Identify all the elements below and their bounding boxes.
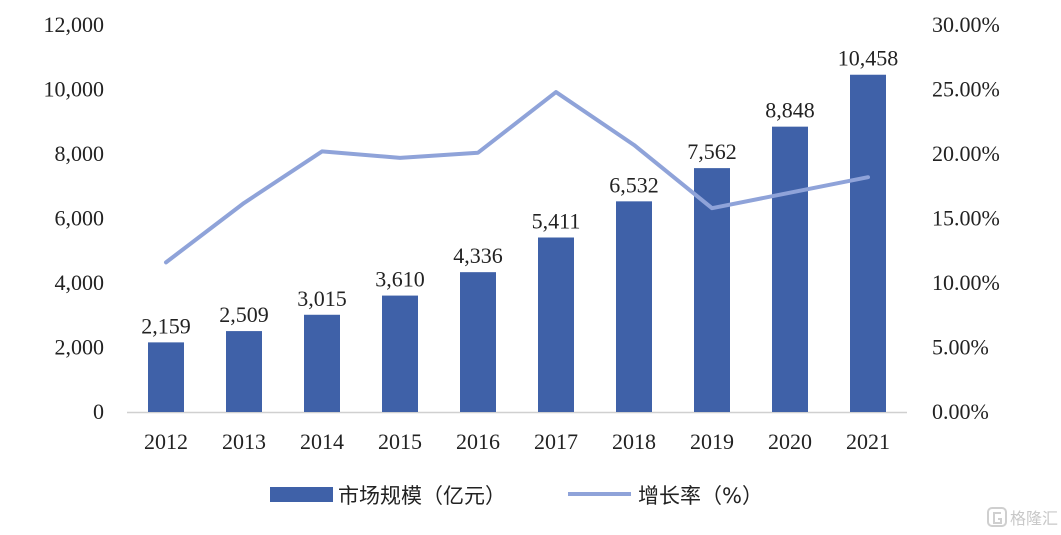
x-axis-tick-label: 2021 <box>846 429 890 454</box>
x-axis-tick-label: 2015 <box>378 429 422 454</box>
bar-2016 <box>460 272 496 412</box>
bar-2018 <box>616 201 652 412</box>
bar-2014 <box>304 314 340 412</box>
bar-2013 <box>226 331 262 412</box>
bar-value-label: 8,848 <box>765 98 815 123</box>
left-axis: 0 2,000 4,000 6,000 8,000 10,000 12,000 <box>44 12 105 424</box>
bar-2015 <box>382 295 418 412</box>
growth-rate-points <box>165 91 869 263</box>
x-axis-tick-label: 2020 <box>768 429 812 454</box>
bar-2020 <box>772 126 808 412</box>
left-axis-tick-label: 4,000 <box>55 270 105 295</box>
bar-value-label: 5,411 <box>532 208 581 233</box>
x-axis-tick-label: 2016 <box>456 429 500 454</box>
right-axis-tick-label: 15.00% <box>932 206 1000 231</box>
left-axis-tick-label: 0 <box>93 399 104 424</box>
x-axis-tick-label: 2017 <box>534 429 578 454</box>
x-axis: 2012 2013 2014 2015 2016 2017 2018 2019 2020 2021 <box>144 429 890 454</box>
bar-series <box>148 74 886 413</box>
bar-data-labels: 2,159 2,509 3,015 3,610 4,336 5,411 6,532 7,562… <box>141 46 898 339</box>
x-axis-tick-label: 2013 <box>222 429 266 454</box>
left-axis-tick-label: 2,000 <box>55 335 105 360</box>
growth-rate-line <box>164 90 870 265</box>
bar-value-label: 4,336 <box>453 243 503 268</box>
x-axis-tick-label: 2019 <box>690 429 734 454</box>
bar-2021 <box>850 74 886 413</box>
right-axis-tick-label: 10.00% <box>932 270 1000 295</box>
bar-value-label: 7,562 <box>687 139 737 164</box>
watermark-text: 格隆汇 <box>1010 509 1058 528</box>
left-axis-tick-label: 10,000 <box>44 77 105 102</box>
left-axis-tick-label: 6,000 <box>55 206 105 231</box>
g-logo-icon <box>987 507 1007 527</box>
legend-bar-swatch <box>270 487 333 502</box>
watermark: 格隆汇 <box>987 507 1058 528</box>
x-axis-tick-label: 2014 <box>300 429 344 454</box>
bar-value-label: 2,159 <box>141 313 191 338</box>
right-axis-tick-label: 0.00% <box>932 399 989 424</box>
left-axis-tick-label: 8,000 <box>55 141 105 166</box>
bar-value-label: 3,015 <box>297 286 347 311</box>
legend-bar-label: 市场规模（亿元） <box>338 484 506 508</box>
right-axis-tick-label: 5.00% <box>932 335 989 360</box>
x-axis-tick-label: 2012 <box>144 429 188 454</box>
bar-value-label: 10,458 <box>838 46 899 71</box>
bar-value-label: 6,532 <box>609 172 659 197</box>
right-axis-tick-label: 25.00% <box>932 77 1000 102</box>
right-axis: 0.00% 5.00% 10.00% 15.00% 20.00% 25.00% 30.00% <box>932 12 1000 424</box>
bar-value-label: 2,509 <box>219 302 269 327</box>
right-axis-tick-label: 30.00% <box>932 12 1000 37</box>
right-axis-tick-label: 20.00% <box>932 141 1000 166</box>
x-axis-tick-label: 2018 <box>612 429 656 454</box>
legend-line-label: 增长率（%） <box>638 484 763 508</box>
legend: 市场规模（亿元） 增长率（%） <box>270 484 763 508</box>
bar-2017 <box>538 237 574 412</box>
bar-2012 <box>148 342 184 412</box>
left-axis-tick-label: 12,000 <box>44 12 105 37</box>
bar-value-label: 3,610 <box>375 267 425 292</box>
